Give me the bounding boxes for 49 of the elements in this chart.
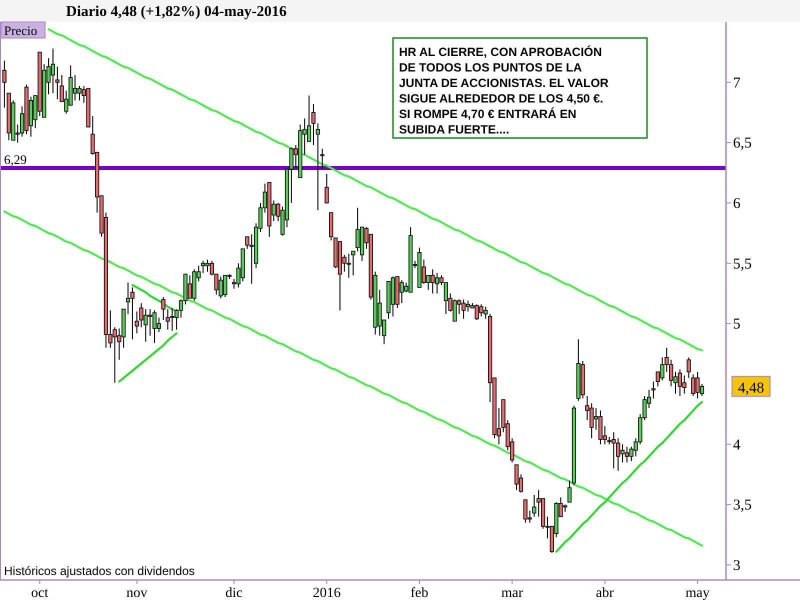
candlestick [356,207,360,252]
candlestick [130,286,134,340]
y-tick-label: 5 [733,316,740,333]
candlestick [479,304,484,317]
candlestick [311,104,316,146]
y-tick-label: 4 [733,437,741,454]
x-tick-label: abr [596,586,614,600]
y-axis-title: Precio [4,23,38,38]
x-tick-label: may [686,586,710,600]
x-tick-label: mar [501,586,524,600]
line-series [555,401,703,553]
text: 4,48 [738,380,764,396]
y-tick-label: 6 [733,196,741,212]
candlestick [400,280,404,304]
candlestick [50,48,56,94]
x-tick-label: dic [225,586,243,600]
candlestick [324,174,329,204]
ref-line-label: 6,29 [4,152,27,167]
candlestick [651,381,656,399]
x-tick-label: nov [126,586,148,600]
annotation: Históricos ajustados con dividendos [4,564,195,578]
candlestick [2,60,6,108]
candlestick [205,259,210,272]
candlestick [152,310,157,344]
line-series [3,210,703,547]
candlestick [466,300,470,312]
x-tick-label: 2016 [312,586,341,600]
line-series [118,332,178,383]
x-tick-label: feb [410,586,428,600]
line-series [48,28,703,352]
y-tick-label: 6,5 [733,136,752,152]
y-tick-label: 3,5 [733,498,752,514]
candlestick [620,444,625,463]
candlestick [77,85,82,101]
y-tick-label: 7 [733,75,741,92]
x-tick-label: oct [31,586,48,600]
candlestick [598,410,603,445]
candlestick [201,260,206,274]
candlestick [126,282,130,314]
y-tick-label: 5,5 [733,256,752,272]
candlestick [306,95,312,142]
y-tick-label: 3 [733,558,740,574]
candlestick [218,276,223,299]
candlestick [567,480,572,503]
note-box: HR AL CIERRE, CON APROBACIÓN DE TODOS LOS PUNTOS DE LA JUNTA DE ACCIONISTAS. EL VALOR SIGUE ALREDEDOR DE LOS 4,50 €. SI ROMPE 4,70 € ENTRARÁ EN SUBIDA FUERTE.... [392,37,648,139]
candlestick [682,375,686,394]
chart-title: Diario 4,48 (+1,82%) 04-may-2016 [66,4,288,20]
candlestick [514,464,519,491]
annotation: HR AL CIERRE, CON APROBACIÓN DE TODOS LOS PUNTOS DE LA JUNTA DE ACCIONISTAS. EL VALOR SIGUE ALREDEDOR DE LOS 4,50 €. SI ROMPE 4,70 € ENTRARÁ EN SUBIDA FUERTE.... [399,45,609,136]
